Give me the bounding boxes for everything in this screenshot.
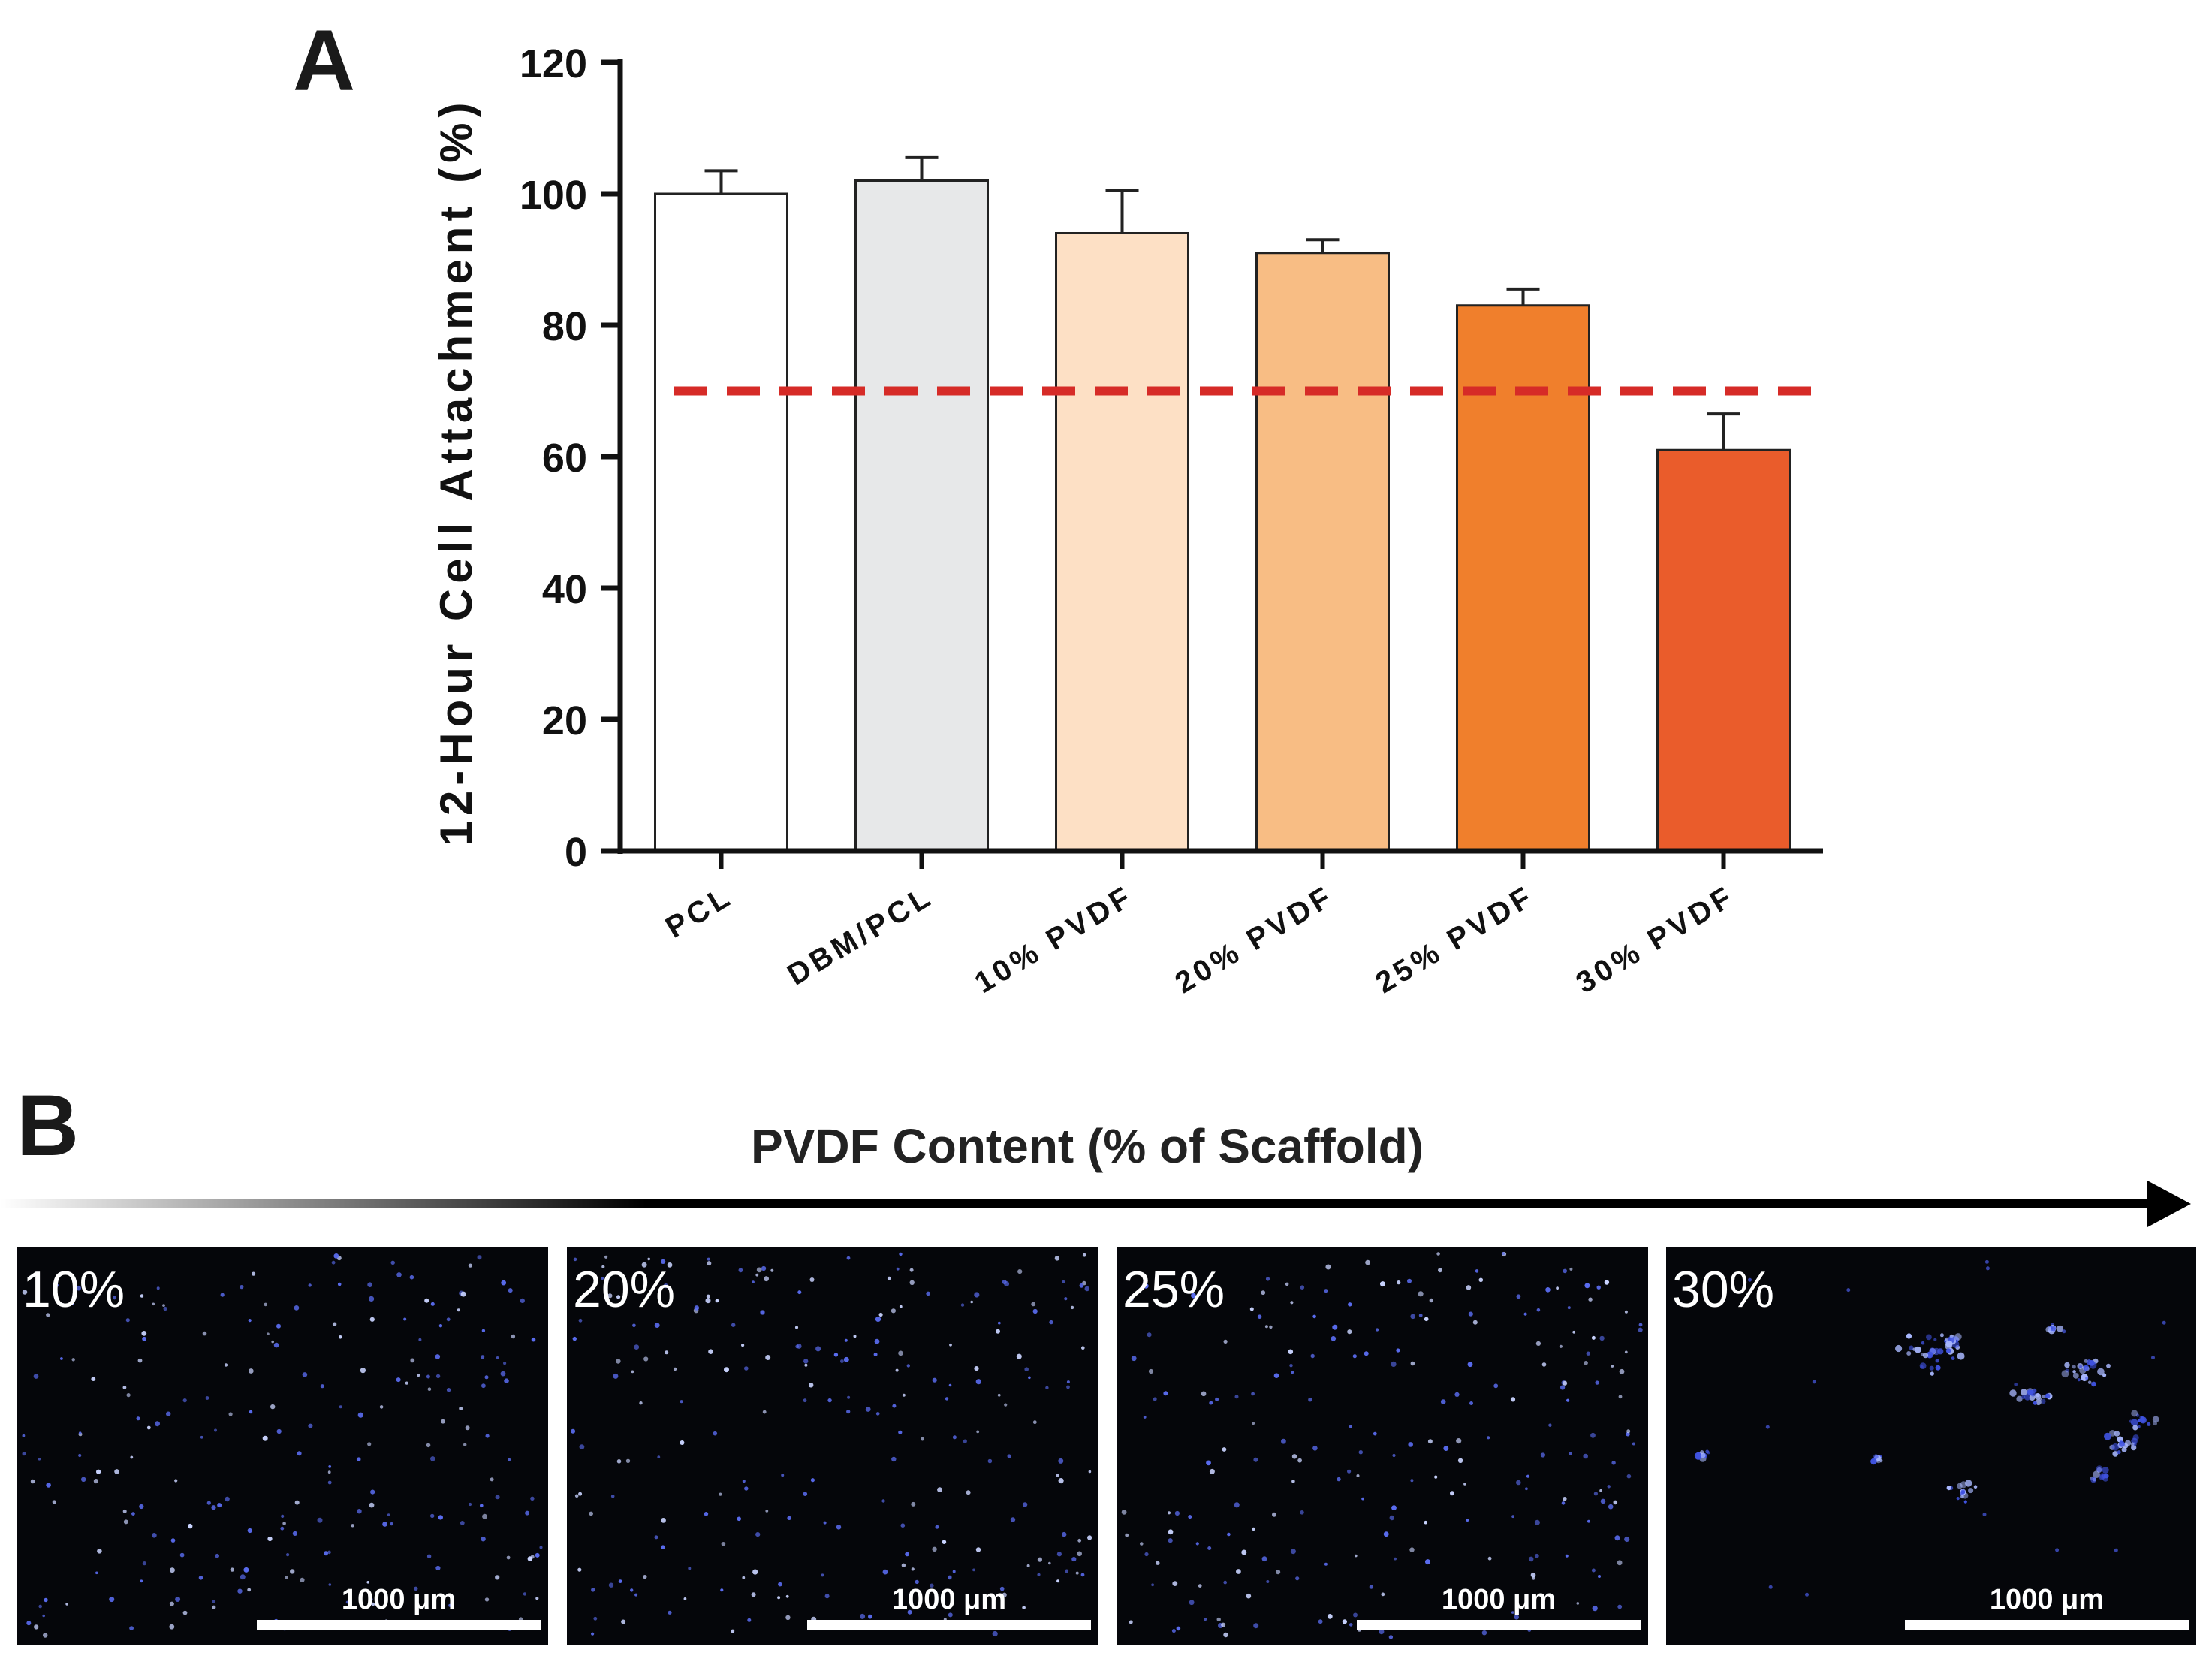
- bars: [654, 179, 1791, 852]
- panel-a-label: A: [293, 13, 355, 109]
- x-tick-label: 25% PVDF: [1370, 879, 1541, 1000]
- micrograph-background: [567, 1247, 1098, 1645]
- x-tick-label: PCL: [660, 879, 738, 945]
- micrograph-4: 30% 1000 μm: [1666, 1247, 2196, 1645]
- micrograph-1: 10% 1000 μm: [17, 1247, 548, 1645]
- bar-chart: 0 20 40 60 80 100 120 PCL DBM/PCL 10% PVDF 20% PV…: [431, 41, 1823, 1000]
- scale-bar: [1357, 1620, 1641, 1630]
- micrograph-label: 25%: [1123, 1261, 1225, 1318]
- panel-b-label: B: [17, 1078, 79, 1174]
- scale-bar: [257, 1620, 541, 1630]
- y-tick-label: 120: [520, 41, 587, 86]
- cell-nuclei: [1694, 1259, 2166, 1597]
- cell-nuclei: [1121, 1251, 1643, 1639]
- micrograph-3: 25% 1000 μm: [1117, 1247, 1648, 1645]
- scale-bar: [807, 1620, 1091, 1630]
- x-tick-label: 30% PVDF: [1571, 879, 1741, 1000]
- micrograph-panels: 10% 1000 μm 20% 1000 μm 25% 1000 μm 30% 1000 μm: [17, 1247, 2196, 1645]
- cell-nuclei: [22, 1253, 543, 1638]
- bar-10-pvdf: [1055, 232, 1189, 852]
- scale-bar-label: 1000 μm: [342, 1584, 456, 1615]
- micrograph-background: [1117, 1247, 1648, 1645]
- scale-bar-label: 1000 μm: [892, 1584, 1006, 1615]
- error-bars: [704, 155, 1740, 451]
- y-axis-ticks: 0 20 40 60 80 100 120: [520, 41, 620, 875]
- micrograph-background: [1666, 1247, 2196, 1645]
- panel-b-title: PVDF Content (% of Scaffold): [751, 1119, 1424, 1173]
- bar-pcl: [654, 192, 788, 852]
- cell-nuclei: [571, 1252, 1092, 1637]
- micrograph-label: 30%: [1672, 1261, 1774, 1318]
- micrograph-2: 20% 1000 μm: [567, 1247, 1098, 1645]
- x-tick-label: DBM/PCL: [782, 879, 939, 992]
- micrograph-label: 10%: [23, 1261, 125, 1318]
- scale-bar-label: 1000 μm: [1442, 1584, 1556, 1615]
- y-tick-label: 0: [565, 830, 587, 875]
- y-tick-label: 80: [542, 304, 587, 349]
- bar-30-pvdf: [1656, 448, 1791, 852]
- y-tick-label: 40: [542, 567, 587, 612]
- y-tick-label: 100: [520, 173, 587, 218]
- bar-20-pvdf: [1255, 252, 1390, 852]
- x-axis-labels: PCL DBM/PCL 10% PVDF 20% PVDF 25% PVDF 30% PV…: [660, 851, 1740, 1000]
- y-tick-label: 60: [542, 436, 587, 481]
- micrograph-background: [17, 1247, 548, 1645]
- scale-bar: [1905, 1620, 2189, 1630]
- x-tick-label: 10% PVDF: [969, 879, 1140, 1000]
- increasing-arrow: [0, 1181, 2191, 1227]
- y-axis-title: 12-Hour Cell Attachment (%): [431, 98, 481, 846]
- y-tick-label: 20: [542, 698, 587, 744]
- scale-bar-label: 1000 μm: [1990, 1584, 2104, 1615]
- x-tick-label: 20% PVDF: [1170, 879, 1340, 1000]
- micrograph-label: 20%: [573, 1261, 675, 1318]
- bar-dbm-pcl: [854, 179, 989, 852]
